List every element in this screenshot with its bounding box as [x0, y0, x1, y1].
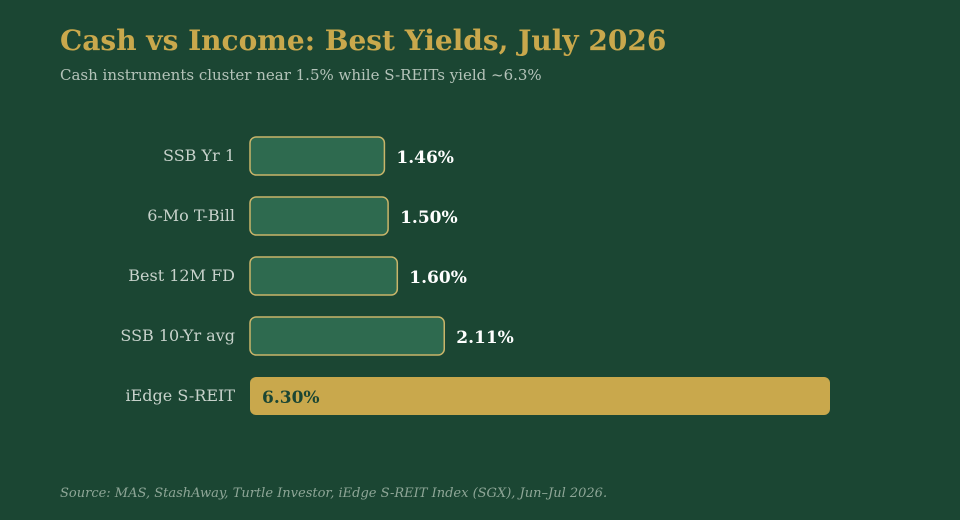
source-note: Source: MAS, StashAway, Turtle Investor,… — [60, 486, 608, 501]
bar-ssb-yr-1 — [249, 136, 386, 176]
value-label-ssb-10-yr-avg: 2.11% — [456, 328, 514, 348]
bar-best-12m-fd — [249, 256, 399, 296]
category-label-best-12m-fd: Best 12M FD — [128, 266, 235, 285]
value-label-ssb-yr-1: 1.46% — [396, 148, 454, 168]
category-label-iedge-s-reit: iEdge S-REIT — [125, 386, 235, 405]
value-label-best-12m-fd: 1.60% — [409, 268, 467, 288]
value-label-6-mo-t-bill: 1.50% — [400, 208, 458, 228]
bar-iedge-s-reit — [250, 377, 830, 415]
chart-title: Cash vs Income: Best Yields, July 2026 — [60, 24, 667, 57]
chart-subtitle: Cash instruments cluster near 1.5% while… — [60, 66, 542, 84]
bar-ssb-10-yr-avg — [249, 316, 446, 356]
bar-6-mo-t-bill — [249, 196, 389, 236]
category-label-6-mo-t-bill: 6-Mo T-Bill — [147, 206, 235, 225]
value-label-iedge-s-reit: 6.30% — [262, 388, 320, 408]
category-label-ssb-yr-1: SSB Yr 1 — [163, 146, 235, 165]
category-label-ssb-10-yr-avg: SSB 10-Yr avg — [120, 326, 235, 345]
